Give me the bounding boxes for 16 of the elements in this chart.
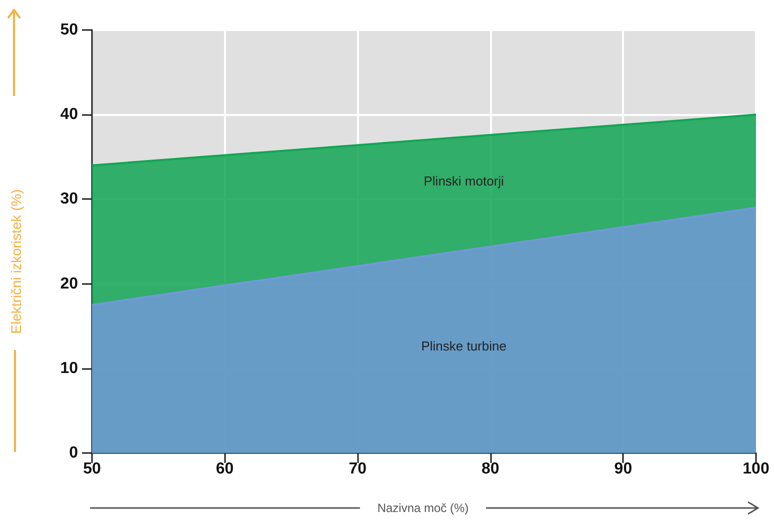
x-tick-label: 70	[348, 460, 367, 478]
y-tick-label: 10	[60, 360, 78, 377]
y-tick-label: 40	[60, 106, 78, 124]
x-tick-label: 50	[83, 460, 101, 478]
x-tick-label: 90	[614, 460, 632, 478]
y-tick-label: 30	[60, 190, 78, 208]
y-tick-label: 20	[60, 275, 78, 292]
series-label: Plinski motorji	[424, 174, 504, 189]
y-axis-title: Električni izkoristek (%)	[8, 189, 24, 334]
y-tick-label: 50	[60, 22, 78, 38]
y-tick-label: 0	[69, 444, 78, 462]
x-tick-label: 80	[482, 460, 500, 478]
x-axis-title: Nazivna moč (%)	[377, 501, 469, 515]
series-label: Plinske turbine	[421, 338, 506, 354]
x-tick-label: 100	[742, 460, 770, 478]
x-tick-label: 60	[216, 460, 234, 478]
